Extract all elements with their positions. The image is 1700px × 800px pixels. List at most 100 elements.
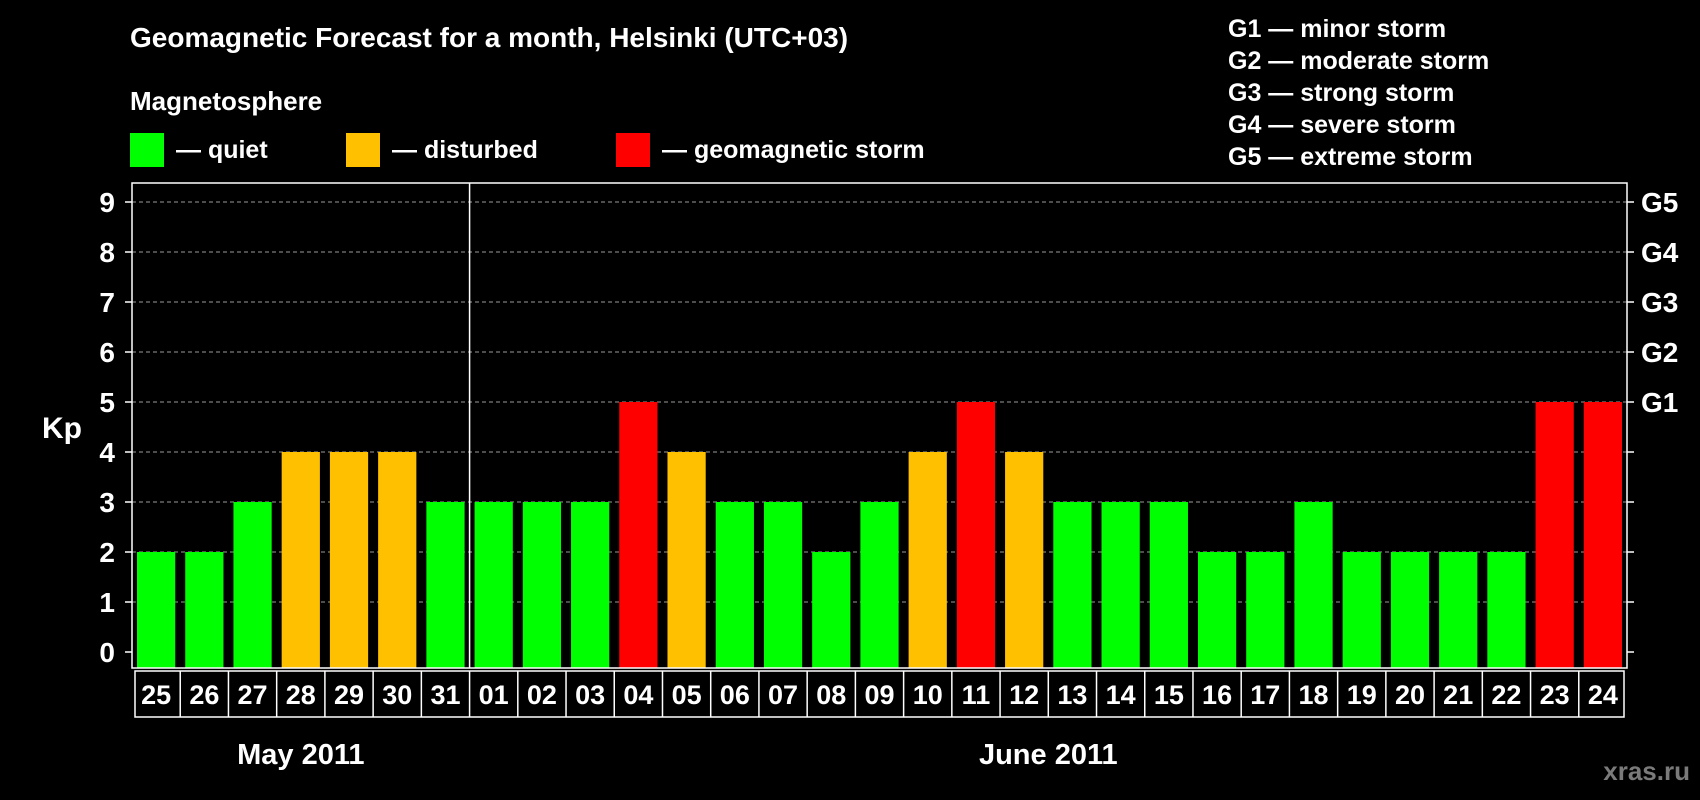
y-tick-label: 5: [99, 387, 115, 418]
bar-26: [185, 552, 224, 668]
month-label: June 2011: [979, 739, 1118, 771]
date-label-25: 25: [141, 680, 171, 710]
y-tick-label: 6: [99, 337, 115, 368]
month-label: May 2011: [237, 739, 364, 771]
bar-15: [1149, 502, 1188, 668]
date-label-22: 22: [1491, 680, 1521, 710]
bar-29: [329, 452, 369, 668]
bar-24: [1583, 402, 1622, 668]
bar-11: [956, 402, 996, 668]
bar-01: [474, 502, 513, 668]
date-label-18: 18: [1299, 680, 1329, 710]
date-label-11: 11: [962, 680, 991, 710]
bar-08: [812, 552, 851, 668]
date-label-06: 06: [720, 680, 750, 710]
date-label-03: 03: [575, 680, 605, 710]
legend-swatch-quiet: [130, 133, 164, 167]
bar-21: [1439, 552, 1478, 668]
storm-level-legend: G1 — minor storm G2 — moderate storm G3 …: [1228, 13, 1489, 173]
date-label-08: 08: [816, 680, 846, 710]
date-label-04: 04: [623, 680, 653, 710]
date-label-10: 10: [913, 680, 943, 710]
bar-04: [619, 402, 658, 668]
bar-23: [1535, 402, 1574, 668]
legend-title: Magnetosphere: [130, 86, 323, 116]
bar-25: [137, 552, 176, 668]
bar-19: [1342, 552, 1381, 668]
watermark: xras.ru: [1603, 756, 1690, 786]
bar-14: [1101, 502, 1140, 668]
legend-swatch-storm: [616, 133, 650, 167]
bar-28: [281, 452, 320, 668]
date-label-07: 07: [768, 680, 798, 710]
bar-20: [1390, 552, 1430, 668]
g-level-label: G5: [1641, 187, 1678, 218]
g-level-label: G3: [1641, 287, 1678, 318]
date-label-30: 30: [382, 680, 412, 710]
date-label-27: 27: [238, 680, 268, 710]
bar-17: [1246, 552, 1285, 668]
y-tick-label: 0: [99, 637, 115, 668]
legend-item-storm: — geomagnetic storm: [616, 133, 925, 167]
date-label-29: 29: [334, 680, 364, 710]
bar-06: [715, 502, 754, 668]
date-label-15: 15: [1154, 680, 1184, 710]
date-row-frame: [134, 670, 1625, 718]
bar-03: [571, 502, 610, 668]
y-tick-label: 8: [99, 237, 115, 268]
date-label-16: 16: [1202, 680, 1232, 710]
date-label-23: 23: [1540, 680, 1570, 710]
legend-label-quiet: — quiet: [176, 135, 268, 164]
date-label-01: 01: [479, 680, 509, 710]
bar-10: [908, 452, 947, 668]
legend-item-disturbed: — disturbed: [346, 133, 538, 167]
bar-22: [1487, 552, 1526, 668]
bar-05: [667, 452, 706, 668]
plot-frame: [131, 182, 1628, 669]
bar-07: [763, 502, 803, 668]
legend-item-quiet: — quiet: [130, 133, 268, 167]
y-tick-label: 4: [99, 437, 115, 468]
storm-level-g5: G5 — extreme storm: [1228, 143, 1473, 171]
y-tick-label: 7: [99, 287, 115, 318]
bar-18: [1294, 502, 1333, 668]
date-label-17: 17: [1250, 680, 1280, 710]
date-label-24: 24: [1588, 680, 1618, 710]
storm-level-g2: G2 — moderate storm: [1228, 47, 1490, 75]
storm-level-g1: G1 — minor storm: [1228, 15, 1447, 43]
bar-27: [233, 502, 272, 668]
date-label-26: 26: [189, 680, 219, 710]
bar-12: [1005, 452, 1044, 668]
y-axis-label: Kp: [42, 412, 82, 445]
date-label-21: 21: [1443, 680, 1473, 710]
date-label-09: 09: [864, 680, 894, 710]
date-label-14: 14: [1106, 680, 1136, 710]
y-tick-label: 1: [99, 587, 115, 618]
date-label-28: 28: [286, 680, 316, 710]
bar-02: [522, 502, 562, 668]
legend-swatch-disturbed: [346, 133, 380, 167]
y-tick-label: 2: [99, 537, 115, 568]
date-label-05: 05: [672, 680, 702, 710]
storm-level-g3: G3 — strong storm: [1228, 79, 1455, 107]
bar-09: [860, 502, 899, 668]
date-label-13: 13: [1057, 680, 1087, 710]
bar-30: [378, 452, 417, 668]
date-label-19: 19: [1347, 680, 1377, 710]
date-label-12: 12: [1009, 680, 1039, 710]
bar-31: [426, 502, 465, 668]
date-label-31: 31: [430, 680, 460, 710]
chart-title: Geomagnetic Forecast for a month, Helsin…: [130, 22, 849, 53]
storm-level-g4: G4 — severe storm: [1228, 111, 1456, 139]
bar-16: [1197, 552, 1237, 668]
g-level-label: G1: [1641, 387, 1678, 418]
date-label-02: 02: [527, 680, 557, 710]
date-label-20: 20: [1395, 680, 1425, 710]
g-level-label: G4: [1641, 237, 1679, 268]
legend-label-disturbed: — disturbed: [392, 135, 538, 164]
g-level-label: G2: [1641, 337, 1678, 368]
bar-13: [1053, 502, 1092, 668]
y-tick-label: 9: [99, 187, 115, 218]
y-tick-label: 3: [99, 487, 115, 518]
